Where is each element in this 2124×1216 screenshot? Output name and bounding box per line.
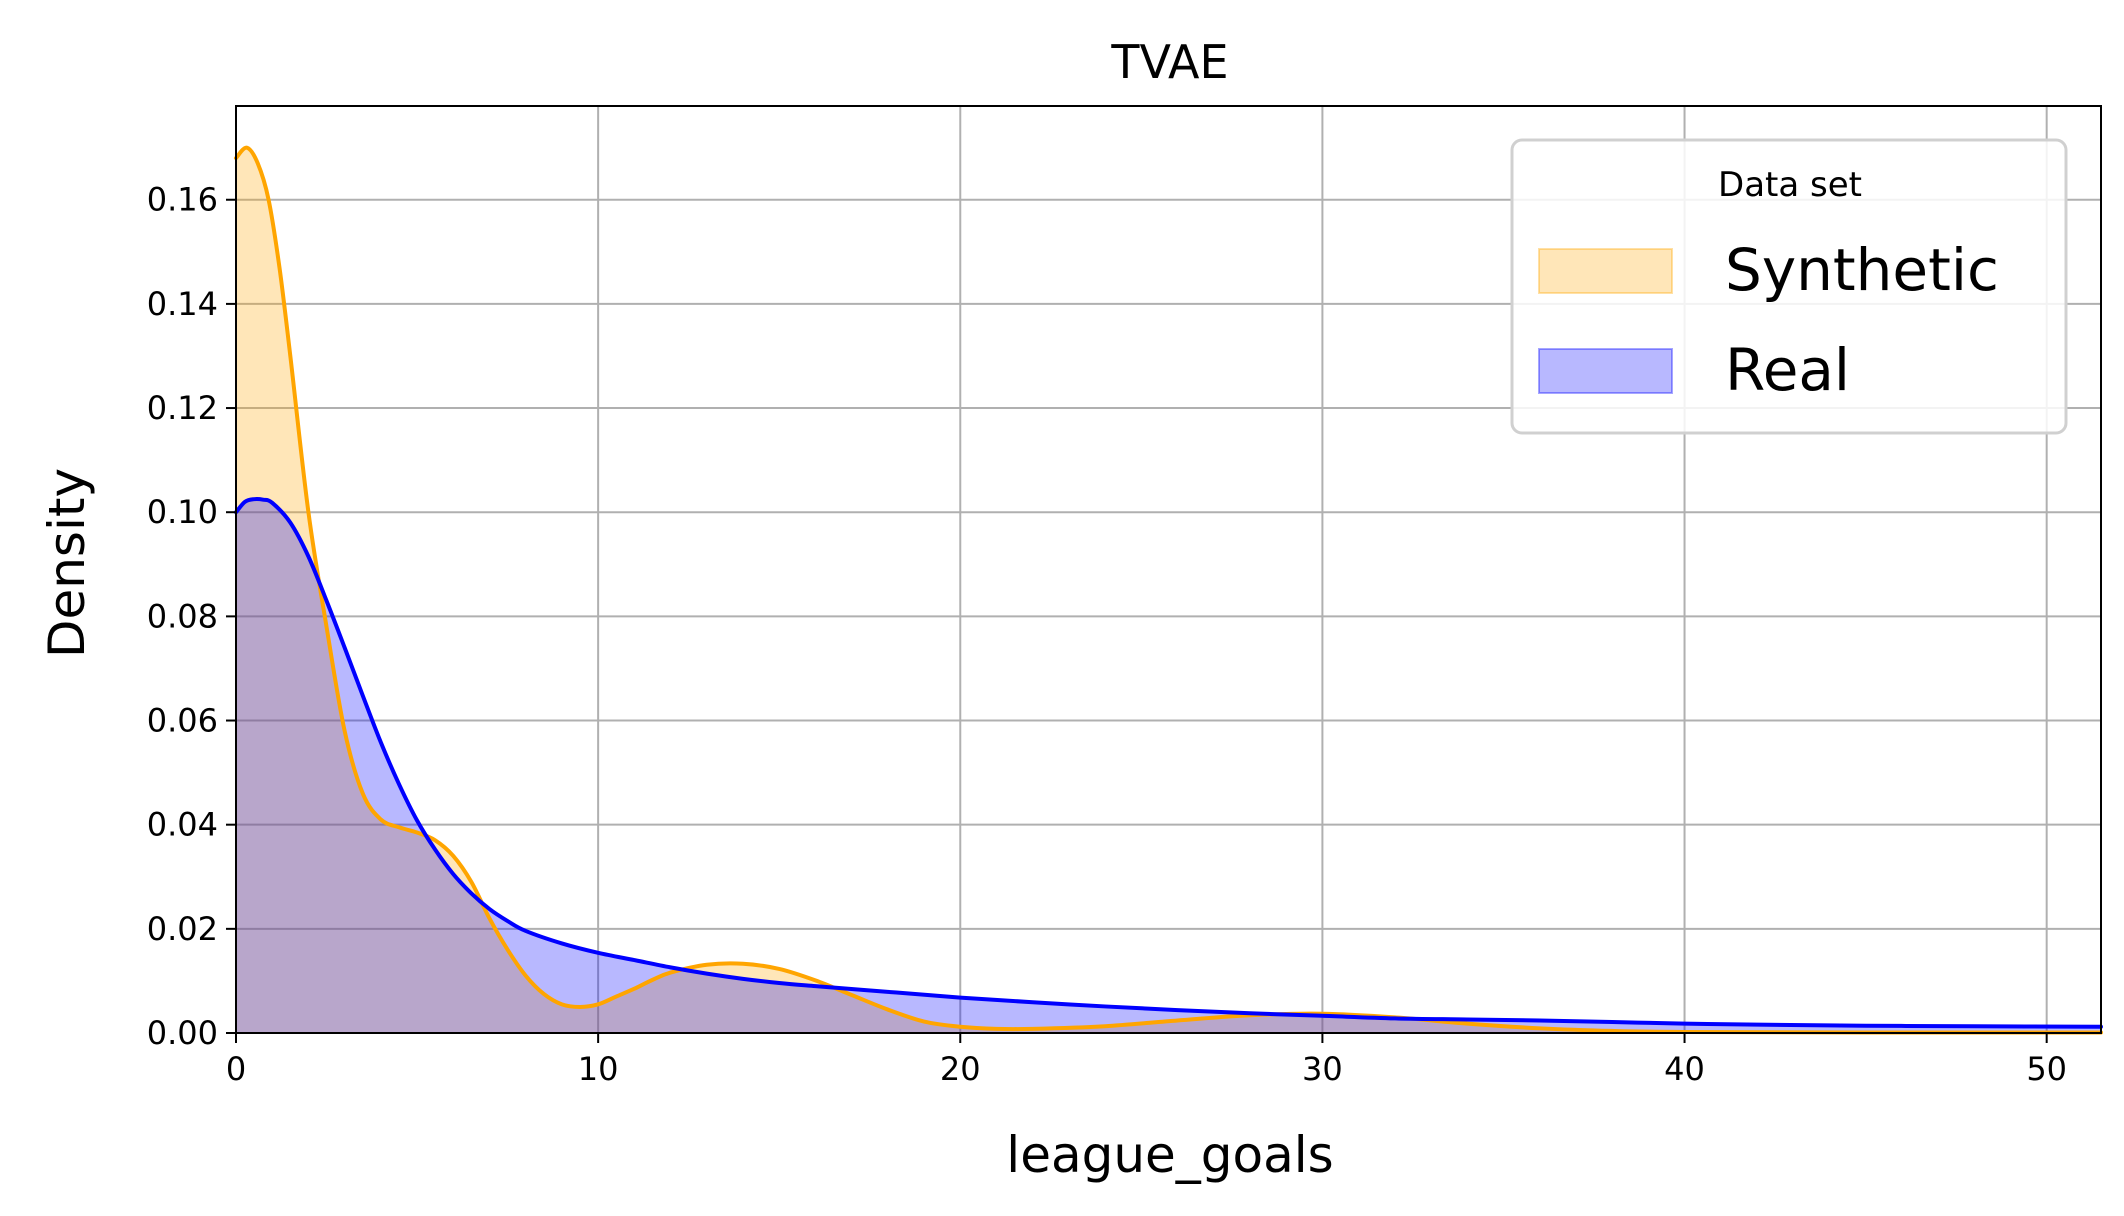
x-tick-label: 40	[1664, 1050, 1705, 1088]
chart-title: TVAE	[1110, 35, 1228, 89]
plot-frame	[235, 105, 2102, 1034]
y-tick-label: 0.14	[147, 285, 218, 323]
legend-frame	[1510, 138, 2068, 435]
legend-label-synthetic: Synthetic	[1725, 236, 1999, 304]
x-tick-label: 30	[1302, 1050, 1343, 1088]
area-fill-real	[236, 499, 2101, 1034]
x-tick-label: 50	[2026, 1050, 2067, 1088]
y-tick-label: 0.10	[147, 493, 218, 531]
series-fills	[236, 147, 2101, 1034]
x-axis-label: league_goals	[1006, 1126, 1333, 1184]
x-axis-ticks: 0 10 20 30 40 50	[226, 1033, 2067, 1088]
y-axis-label: Density	[38, 468, 96, 658]
y-tick-label: 0.12	[147, 389, 218, 427]
legend-swatch-real	[1538, 348, 1673, 394]
x-tick-label: 0	[226, 1050, 246, 1088]
series-lines	[234, 145, 2103, 1035]
legend-label-real: Real	[1725, 336, 1850, 404]
y-tick-label: 0.04	[147, 806, 218, 844]
legend-title: Data set	[1718, 165, 1862, 205]
legend: Data set Synthetic Real	[1510, 138, 2068, 435]
x-tick-label: 20	[940, 1050, 981, 1088]
y-axis-ticks: 0.00 0.02 0.04 0.06 0.08 0.10 0.12 0.14 0.16	[147, 181, 236, 1052]
area-fill-synthetic	[236, 147, 2101, 1033]
legend-swatch-synthetic	[1538, 248, 1673, 294]
y-tick-label: 0.06	[147, 702, 218, 740]
x-tick-label: 10	[578, 1050, 619, 1088]
y-tick-label: 0.16	[147, 181, 218, 219]
density-line-synthetic	[234, 145, 2103, 1035]
y-tick-label: 0.02	[147, 910, 218, 948]
y-tick-label: 0.00	[147, 1014, 218, 1052]
y-tick-label: 0.08	[147, 597, 218, 635]
density-line-real	[234, 497, 2103, 1029]
